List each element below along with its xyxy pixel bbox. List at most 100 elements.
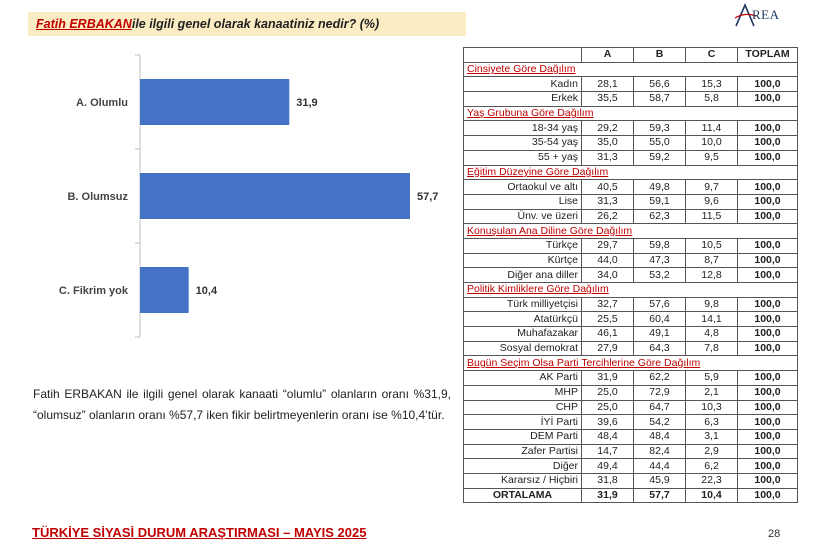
cell-c: 4,8: [685, 326, 738, 342]
cell-total: 100,0: [737, 91, 798, 107]
cell-a: 35,5: [581, 91, 634, 107]
cell-total: 100,0: [737, 443, 798, 460]
cell-c: 11,5: [685, 208, 738, 225]
cell-b: 60,4: [633, 311, 686, 328]
cell-total: 100,0: [737, 135, 798, 151]
cell-total: 100,0: [737, 267, 798, 283]
table-row: Türk milliyetçisi 32,7 57,6 9,8 100,0: [463, 296, 798, 313]
section-row: Bugün Seçim Olsa Parti Tercihlerine Göre…: [463, 355, 798, 372]
cell-c: 2,1: [685, 384, 738, 401]
cell-a: 32,7: [581, 296, 634, 313]
row-label: Atatürkçü: [463, 311, 582, 328]
cell-c: 9,7: [685, 179, 738, 195]
table-row: Diğer 49,4 44,4 6,2 100,0: [463, 458, 798, 474]
report-footer: TÜRKİYE SİYASİ DURUM ARAŞTIRMASI – MAYIS…: [32, 525, 367, 540]
cell-a: 29,2: [581, 120, 634, 137]
table-row: Diğer ana diller 34,0 53,2 12,8 100,0: [463, 267, 798, 283]
table-row: AK Parti 31,9 62,2 5,9 100,0: [463, 370, 798, 386]
table-row: Lise 31,3 59,1 9,6 100,0: [463, 193, 798, 210]
cell-total: 100,0: [737, 428, 798, 445]
table-row: Sosyal demokrat 27,9 64,3 7,8 100,0: [463, 340, 798, 357]
cell-c: 9,8: [685, 296, 738, 313]
table-row: Kadın 28,1 56,6 15,3 100,0: [463, 76, 798, 93]
table-row: Erkek 35,5 58,7 5,8 100,0: [463, 91, 798, 107]
cell-b: 82,4: [633, 443, 686, 460]
section-title: Konuşulan Ana Diline Göre Dağılım: [463, 223, 798, 239]
table-row: MHP 25,0 72,9 2,1 100,0: [463, 384, 798, 401]
average-c: 10,4: [685, 487, 738, 504]
cell-b: 47,3: [633, 252, 686, 269]
section-title: Eğitim Düzeyine Göre Dağılım: [463, 164, 798, 181]
bar-0: [140, 79, 290, 125]
table-row: Ortaokul ve altı 40,5 49,8 9,7 100,0: [463, 179, 798, 195]
row-label: DEM Parti: [463, 428, 582, 445]
cell-total: 100,0: [737, 76, 798, 93]
cell-a: 25,0: [581, 399, 634, 416]
table-header-row: A B C TOPLAM: [463, 47, 798, 63]
cell-a: 25,5: [581, 311, 634, 328]
row-label: Ünv. ve üzeri: [463, 208, 582, 225]
value-label: 57,7: [417, 191, 438, 203]
category-label: B. Olumsuz: [67, 191, 128, 203]
opinion-bar-chart: A. Olumlu 31,9 B. Olumsuz 57,7 C. Fikrim yok…: [59, 54, 438, 338]
cell-b: 49,8: [633, 179, 686, 195]
row-label: Muhafazakar: [463, 326, 582, 342]
cell-c: 6,3: [685, 414, 738, 430]
cell-b: 59,2: [633, 149, 686, 166]
cell-b: 62,3: [633, 208, 686, 225]
value-label: 10,4: [196, 285, 218, 297]
header-total: TOPLAM: [737, 47, 798, 63]
average-label: ORTALAMA: [463, 487, 582, 504]
summary-text: Fatih ERBAKAN ile ilgili genel olarak ka…: [33, 387, 451, 422]
cell-total: 100,0: [737, 120, 798, 137]
cell-b: 64,7: [633, 399, 686, 416]
cell-a: 25,0: [581, 384, 634, 401]
cell-c: 9,6: [685, 193, 738, 210]
table-row: Muhafazakar 46,1 49,1 4,8 100,0: [463, 326, 798, 342]
cell-c: 10,3: [685, 399, 738, 416]
section-row: Politik Kimliklere Göre Dağılım: [463, 282, 798, 298]
cell-a: 40,5: [581, 179, 634, 195]
cell-total: 100,0: [737, 149, 798, 166]
cell-c: 8,7: [685, 252, 738, 269]
cell-c: 22,3: [685, 472, 738, 489]
header-empty: [463, 47, 582, 63]
header-c: C: [685, 47, 738, 63]
cell-c: 11,4: [685, 120, 738, 137]
row-label: CHP: [463, 399, 582, 416]
table-row: İYİ Parti 39,6 54,2 6,3 100,0: [463, 414, 798, 430]
cell-b: 59,1: [633, 193, 686, 210]
cell-b: 57,6: [633, 296, 686, 313]
logo-text: REA: [752, 7, 780, 22]
row-label: İYİ Parti: [463, 414, 582, 430]
row-label: 55 + yaş: [463, 149, 582, 166]
cell-total: 100,0: [737, 384, 798, 401]
table-row: 55 + yaş 31,3 59,2 9,5 100,0: [463, 149, 798, 166]
cell-a: 29,7: [581, 237, 634, 254]
cell-c: 12,8: [685, 267, 738, 283]
cell-total: 100,0: [737, 237, 798, 254]
bar-1: [140, 173, 410, 219]
cell-b: 59,3: [633, 120, 686, 137]
cell-c: 5,9: [685, 370, 738, 386]
section-row: Cinsiyete Göre Dağılım: [463, 61, 798, 78]
cell-c: 14,1: [685, 311, 738, 328]
section-title: Politik Kimliklere Göre Dağılım: [463, 282, 798, 298]
cell-b: 56,6: [633, 76, 686, 93]
cell-total: 100,0: [737, 296, 798, 313]
table-body: Cinsiyete Göre Dağılım Kadın 28,1 56,6 15,3 1…: [463, 61, 798, 504]
cell-total: 100,0: [737, 179, 798, 195]
row-label: Diğer: [463, 458, 582, 474]
cell-c: 5,8: [685, 91, 738, 107]
title-question: ile ilgili genel olarak kanaatiniz nedir…: [131, 17, 380, 31]
breakdown-table: A B C TOPLAM Cinsiyete Göre Dağılım Kadın…: [463, 47, 798, 504]
row-label: Diğer ana diller: [463, 267, 582, 283]
cell-a: 28,1: [581, 76, 634, 93]
cell-b: 49,1: [633, 326, 686, 342]
section-row: Eğitim Düzeyine Göre Dağılım: [463, 164, 798, 181]
cell-total: 100,0: [737, 326, 798, 342]
cell-b: 55,0: [633, 135, 686, 151]
cell-c: 10,0: [685, 135, 738, 151]
cell-total: 100,0: [737, 193, 798, 210]
table-row: Kürtçe 44,0 47,3 8,7 100,0: [463, 252, 798, 269]
